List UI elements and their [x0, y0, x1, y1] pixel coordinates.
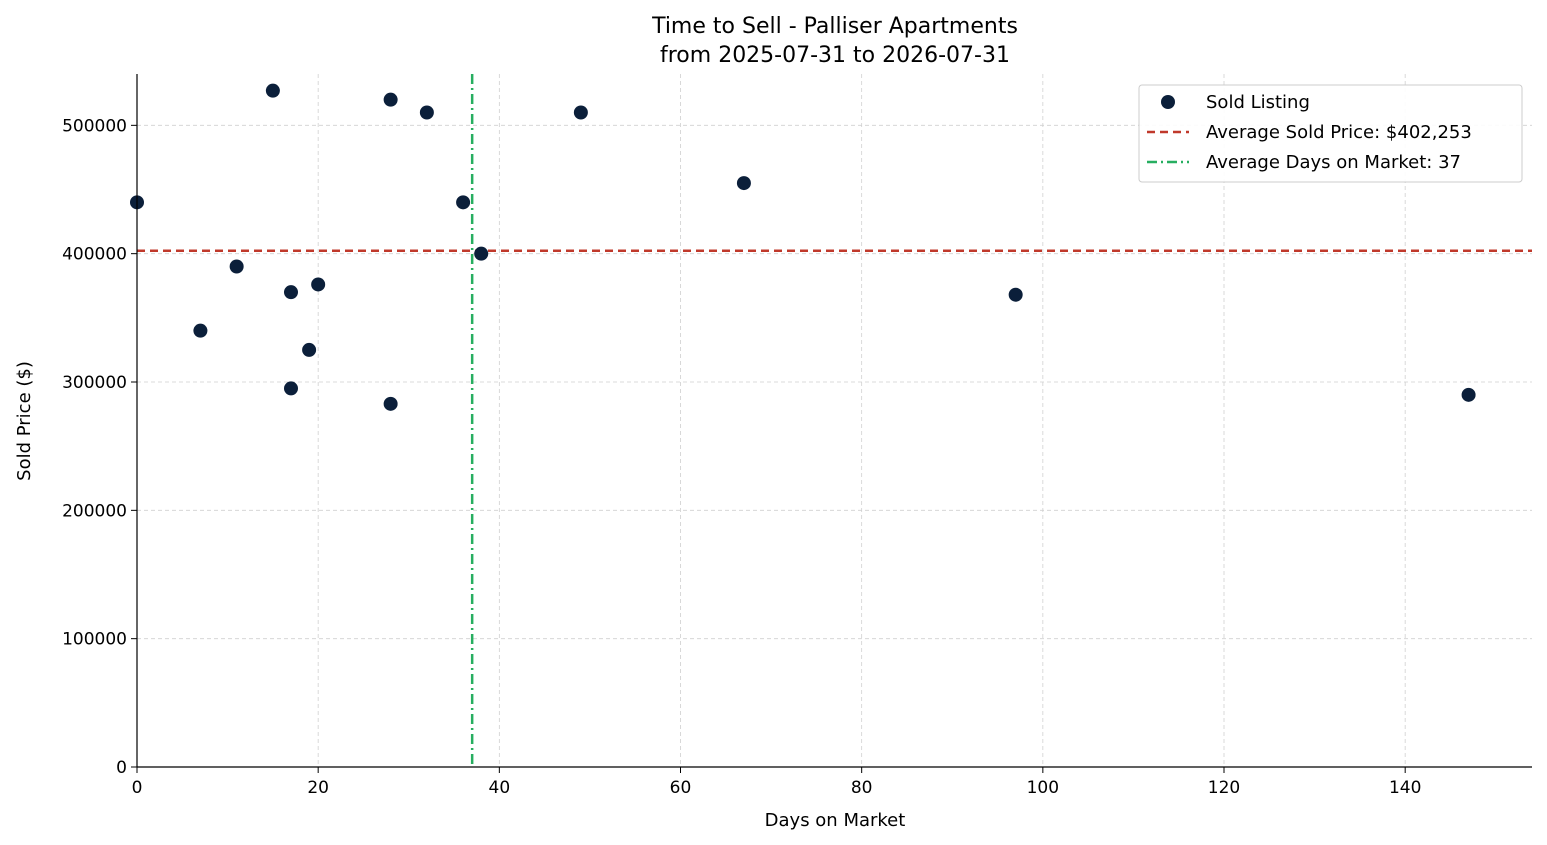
x-tick-label: 40 — [489, 778, 511, 798]
legend-label-average-days: Average Days on Market: 37 — [1206, 152, 1461, 173]
data-point — [573, 105, 588, 120]
data-point — [229, 259, 244, 274]
x-tick-label: 0 — [132, 778, 143, 798]
y-axis-label: Sold Price ($) — [14, 361, 35, 481]
y-tick-label: 100000 — [62, 630, 127, 650]
data-point — [1461, 387, 1476, 402]
axes-layer — [136, 74, 1532, 768]
legend-box — [1138, 84, 1523, 183]
legend-label-average-price: Average Sold Price: $402,253 — [1206, 122, 1472, 143]
y-tick-label: 300000 — [62, 373, 127, 393]
data-point — [283, 285, 298, 300]
x-tick-label: 100 — [1027, 778, 1059, 798]
data-point — [283, 381, 298, 396]
y-tick-label: 0 — [116, 758, 127, 778]
data-point — [456, 195, 471, 210]
x-tick-label: 60 — [670, 778, 692, 798]
data-point — [383, 396, 398, 411]
x-tick-label: 20 — [307, 778, 329, 798]
ticks-layer: 0 20 40 60 80 100 120 140 0 100000 200000 300000 400… — [62, 116, 1421, 798]
legend-label-sold-listing: Sold Listing — [1206, 92, 1310, 113]
legend: Sold Listing Average Sold Price: $402,25… — [1138, 84, 1523, 183]
data-point — [193, 323, 208, 338]
data-point — [383, 92, 398, 107]
y-tick-label: 200000 — [62, 501, 127, 521]
legend-marker-sold-listing — [1161, 95, 1175, 109]
y-tick-label: 400000 — [62, 245, 127, 265]
points-layer — [130, 83, 1476, 411]
data-point — [474, 246, 489, 261]
chart-title: Time to Sell - Palliser Apartments — [651, 14, 1018, 39]
data-point — [302, 342, 317, 357]
data-point — [311, 277, 326, 292]
x-tick-label: 120 — [1208, 778, 1240, 798]
x-tick-label: 80 — [851, 778, 873, 798]
data-point — [419, 105, 434, 120]
y-tick-label: 500000 — [62, 116, 127, 136]
chart-subtitle: from 2025-07-31 to 2026-07-31 — [660, 43, 1010, 68]
reference-lines — [137, 74, 1532, 767]
data-point — [265, 83, 280, 98]
x-axis-label: Days on Market — [765, 810, 906, 831]
data-point — [1008, 287, 1023, 302]
data-point — [736, 176, 751, 191]
x-tick-label: 140 — [1389, 778, 1421, 798]
